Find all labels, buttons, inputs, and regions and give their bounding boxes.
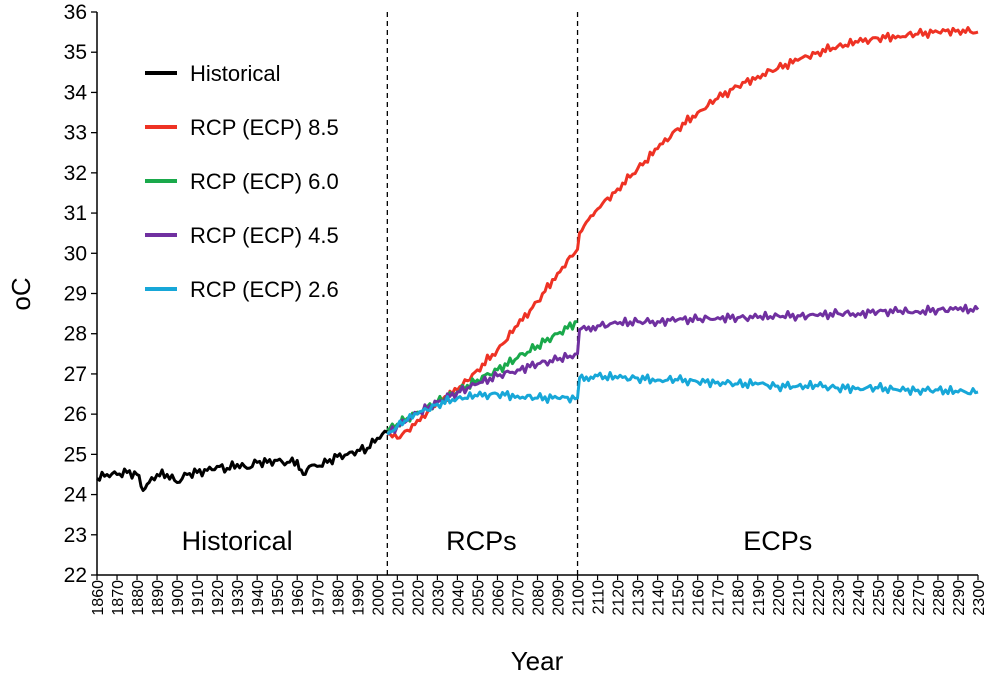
y-tick-label-11: 33 (64, 122, 87, 145)
x-tick-label-43: 2290 (951, 580, 968, 616)
x-tick-label-23: 2090 (551, 580, 568, 616)
y-tick-label-6: 28 (64, 323, 87, 346)
x-tick-label-44: 2300 (971, 580, 988, 616)
axes (91, 11, 979, 580)
x-tick-label-18: 2040 (450, 580, 467, 616)
x-tick-label-22: 2080 (531, 580, 548, 616)
series-line-1 (387, 26, 979, 440)
x-axis-title: Year (511, 646, 564, 675)
region-label-1: RCPs (446, 526, 517, 556)
x-tick-label-6: 1920 (210, 580, 227, 616)
y-tick-label-0: 22 (64, 564, 87, 587)
legend-label-1: RCP (ECP) 8.5 (190, 115, 339, 140)
series-line-4 (386, 371, 979, 436)
y-tick-label-2: 24 (64, 484, 88, 507)
x-tick-label-25: 2110 (591, 580, 608, 615)
y-tick-label-13: 35 (64, 41, 87, 64)
x-tick-label-28: 2140 (651, 580, 668, 616)
region-dividers (386, 12, 579, 575)
x-tick-label-11: 1970 (310, 580, 327, 616)
y-tick-label-4: 26 (64, 403, 87, 426)
x-tick-label-35: 2210 (791, 580, 808, 616)
x-tick-label-2: 1880 (130, 580, 147, 616)
legend-label-4: RCP (ECP) 2.6 (190, 277, 339, 302)
x-tick-label-9: 1950 (270, 580, 287, 616)
x-tick-label-42: 2280 (931, 580, 948, 616)
x-tick-label-21: 2070 (510, 580, 527, 616)
y-tick-label-10: 32 (64, 162, 87, 185)
x-tick-label-14: 2000 (370, 580, 387, 616)
x-tick-label-39: 2250 (871, 580, 888, 616)
x-tick-label-16: 2020 (410, 580, 427, 616)
x-tick-label-20: 2060 (490, 580, 507, 616)
x-tick-label-29: 2150 (671, 580, 688, 616)
x-tick-label-27: 2130 (631, 580, 648, 616)
x-tick-label-0: 1860 (90, 580, 107, 616)
legend-label-2: RCP (ECP) 6.0 (190, 169, 339, 194)
legend: Historical RCP (ECP) 8.5 RCP (ECP) 6.0 RCP … (145, 61, 339, 302)
y-tick-label-1: 23 (64, 524, 87, 547)
x-tick-label-30: 2160 (691, 580, 708, 616)
x-tick-label-34: 2200 (771, 580, 788, 616)
x-tick-label-41: 2270 (911, 580, 928, 616)
x-tick-label-36: 2220 (811, 580, 828, 616)
x-tick-label-7: 1930 (230, 580, 247, 616)
x-tick-label-17: 2030 (430, 580, 447, 616)
legend-label-0: Historical (190, 61, 280, 86)
x-tick-label-38: 2240 (851, 580, 868, 616)
x-tick-label-19: 2050 (470, 580, 487, 616)
y-tick-label-5: 27 (64, 363, 87, 386)
x-tick-label-33: 2190 (751, 580, 768, 616)
y-axis-title: oC (6, 277, 36, 310)
y-tick-label-9: 31 (64, 202, 87, 225)
x-tick-label-26: 2120 (611, 580, 628, 616)
x-tick-label-15: 2010 (390, 580, 407, 616)
x-tick-label-3: 1890 (150, 580, 167, 616)
y-tick-label-7: 29 (64, 283, 87, 306)
x-tick-label-24: 2100 (571, 580, 588, 616)
x-tick-label-5: 1910 (190, 580, 207, 616)
series-line-3 (386, 303, 980, 436)
x-tick-labels: 1860 1870 1880 1890 1900 1910 1920 1930 1940 1950… (90, 580, 988, 616)
y-tick-label-3: 25 (64, 443, 87, 466)
plot-area (97, 12, 978, 575)
y-tick-label-12: 34 (64, 81, 88, 104)
x-tick-label-12: 1980 (330, 580, 347, 616)
y-tick-label-8: 30 (64, 242, 87, 265)
x-tick-label-1: 1870 (110, 580, 127, 616)
x-tick-label-4: 1900 (170, 580, 187, 616)
region-labels: Historical RCPs ECPs (182, 526, 813, 556)
x-tick-label-37: 2230 (831, 580, 848, 616)
x-tick-label-31: 2170 (711, 580, 728, 616)
x-tick-label-40: 2260 (891, 580, 908, 616)
region-label-2: ECPs (743, 526, 812, 556)
y-tick-label-14: 36 (64, 1, 87, 24)
x-tick-label-8: 1940 (250, 580, 267, 616)
x-tick-label-10: 1960 (290, 580, 307, 616)
series-lines (96, 26, 980, 492)
region-label-0: Historical (182, 526, 293, 556)
x-tick-label-13: 1990 (350, 580, 367, 616)
y-tick-labels: 22 23 24 25 26 27 28 29 30 31 32 33 34 35 36 (64, 1, 88, 587)
legend-label-3: RCP (ECP) 4.5 (190, 223, 339, 248)
series-line-0 (96, 429, 388, 492)
x-tick-label-32: 2180 (731, 580, 748, 616)
